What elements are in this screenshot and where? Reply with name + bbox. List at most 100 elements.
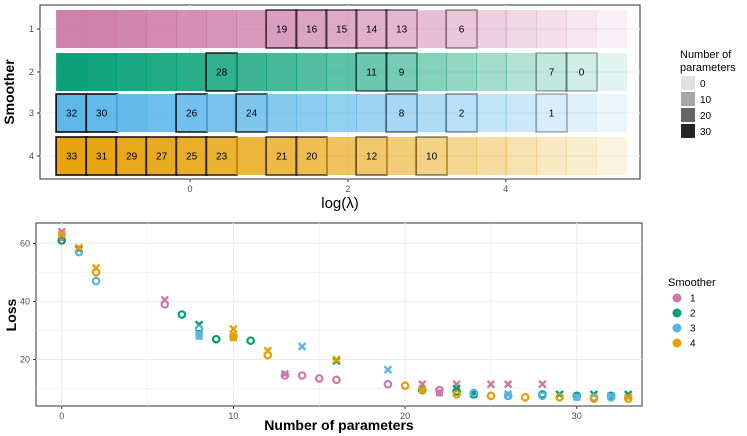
heatmap-cell-smoother-2-col-0 bbox=[56, 53, 88, 91]
point-cross-smoother-1 bbox=[538, 379, 547, 389]
heatmap-cell-smoother-2-col-7 bbox=[266, 53, 298, 91]
lambda-heatmap-panel: 19 16 15 14 13 628 11 9 7 032 30 26 24 8 2 133 31 29 27 25 2… bbox=[1, 4, 736, 212]
heatmap-cell-smoother-1-col-2 bbox=[116, 10, 148, 48]
heatmap-cell-smoother-2-col-17 bbox=[565, 52, 598, 92]
bottom-panel-background bbox=[35, 222, 643, 407]
cell-label: 2 bbox=[459, 109, 465, 120]
heatmap-cell-smoother-1-col-5 bbox=[206, 10, 238, 48]
smoother-legend-label: 2 bbox=[690, 309, 696, 320]
legend-label: 10 bbox=[700, 95, 712, 106]
heatmap-cell-smoother-4-col-8 bbox=[295, 136, 328, 176]
heatmap-cell-smoother-4-col-13 bbox=[446, 137, 478, 175]
point-circle-smoother-4 bbox=[229, 331, 238, 341]
point-square-smoother-2 bbox=[470, 390, 478, 398]
heatmap-cell-smoother-4-col-16 bbox=[536, 137, 568, 175]
cell-label: 24 bbox=[246, 109, 258, 120]
heatmap-cell-smoother-1-col-11 bbox=[385, 9, 418, 49]
heatmap-cell-smoother-3-col-13 bbox=[445, 93, 478, 133]
smoother-legend-label: 4 bbox=[690, 339, 696, 350]
cell-label: 20 bbox=[306, 152, 318, 163]
heatmap-cell-smoother-3-col-12 bbox=[416, 94, 448, 132]
point-circle-smoother-4 bbox=[452, 390, 461, 399]
heatmap-cell-smoother-1-col-4 bbox=[176, 10, 208, 48]
heatmap-cell-smoother-1-col-15 bbox=[506, 10, 538, 48]
heatmap-cells: 19 16 15 14 13 628 11 9 7 032 30 26 24 8 2 133 31 29 27 25 2… bbox=[55, 9, 628, 176]
bottom-y-tick-label: 60 bbox=[20, 238, 30, 248]
heatmap-cell-smoother-2-col-6 bbox=[236, 53, 268, 91]
point-cross-smoother-1-stroke-b bbox=[503, 379, 513, 389]
cell-label: 23 bbox=[216, 152, 228, 163]
point-cross-smoother-4 bbox=[624, 393, 633, 402]
cell-label: 13 bbox=[396, 25, 408, 36]
heatmap-cell-smoother-1-col-1 bbox=[86, 10, 118, 48]
point-circle-smoother-2 bbox=[246, 336, 255, 345]
heatmap-cell-smoother-1-col-3 bbox=[146, 10, 178, 48]
smoother-legend-key-4 bbox=[672, 338, 682, 348]
point-square-smoother-3 bbox=[573, 393, 581, 401]
heatmap-cell-smoother-2-col-14 bbox=[476, 53, 508, 91]
heatmap-cell-smoother-2-col-4 bbox=[176, 53, 208, 91]
heatmap-cell-smoother-2-col-18 bbox=[596, 53, 628, 91]
point-cross-smoother-4 bbox=[229, 324, 238, 334]
bottom-x-tick-label: 10 bbox=[228, 411, 238, 421]
heatmap-cell-smoother-3-col-16 bbox=[535, 93, 568, 133]
point-cross-smoother-4 bbox=[263, 346, 273, 356]
heatmap-cell-smoother-2-col-12 bbox=[416, 53, 448, 91]
bottom-x-ticks: 0 10 20 30 bbox=[59, 406, 582, 421]
heatmap-cell-smoother-3-col-10 bbox=[356, 94, 388, 132]
cell-label: 26 bbox=[186, 109, 198, 120]
heatmap-cell-smoother-3-col-11 bbox=[385, 93, 418, 133]
heatmap-cell-smoother-3-col-3 bbox=[146, 94, 178, 132]
heatmap-cell-smoother-4-col-10 bbox=[355, 136, 388, 176]
point-cross-smoother-3 bbox=[503, 390, 513, 399]
point-cross-smoother-3-stroke-b bbox=[383, 365, 393, 374]
heatmap-cell-smoother-4-col-4 bbox=[175, 136, 208, 176]
top-x-ticks: 0 2 4 bbox=[187, 179, 508, 194]
smoother-legend: Smoother 1 2 3 4 bbox=[668, 277, 716, 350]
point-cross-smoother-4 bbox=[91, 263, 101, 273]
point-circle-smoother-1 bbox=[297, 371, 307, 380]
legend-title-line2: parameters bbox=[680, 62, 736, 74]
top-y-tick-label: 2 bbox=[29, 67, 34, 77]
smoother-legend-label: 1 bbox=[690, 294, 696, 305]
heatmap-cell-smoother-1-col-18 bbox=[596, 10, 628, 48]
point-cross-smoother-4-stroke-b bbox=[332, 355, 341, 364]
heatmap-cell-smoother-4-col-14 bbox=[476, 137, 508, 175]
top-y-tick-label: 1 bbox=[29, 24, 34, 34]
heatmap-cell-smoother-1-col-13 bbox=[445, 9, 478, 49]
point-cross-smoother-3-stroke-b bbox=[503, 390, 513, 399]
point-circle-smoother-3 bbox=[194, 324, 204, 334]
heatmap-cell-smoother-2-col-16 bbox=[535, 52, 568, 92]
point-cross-smoother-3 bbox=[383, 365, 393, 374]
point-circle-smoother-2 bbox=[57, 236, 67, 245]
bottom-y-tick-label: 20 bbox=[20, 355, 30, 365]
legend-title-line1: Number of bbox=[680, 49, 732, 61]
point-circle-smoother-4 bbox=[555, 392, 564, 402]
cell-label: 10 bbox=[426, 152, 438, 163]
heatmap-cell-smoother-3-col-1 bbox=[85, 93, 118, 133]
bottom-y-tick-label: 40 bbox=[20, 296, 30, 306]
heatmap-cell-smoother-1-col-6 bbox=[236, 10, 268, 48]
point-circle-smoother-3 bbox=[538, 391, 547, 401]
smoother-legend-title: Smoother bbox=[668, 277, 716, 289]
heatmap-cell-smoother-3-col-17 bbox=[566, 94, 598, 132]
heatmap-cell-smoother-1-col-7 bbox=[265, 9, 298, 49]
heatmap-cell-smoother-3-col-6 bbox=[235, 93, 268, 133]
heatmap-cell-smoother-1-col-12 bbox=[416, 10, 448, 48]
heatmap-cell-smoother-4-col-9 bbox=[326, 137, 358, 175]
heatmap-cell-smoother-2-col-15 bbox=[506, 53, 538, 91]
point-circle-smoother-1 bbox=[435, 385, 444, 395]
heatmap-cell-smoother-4-col-15 bbox=[506, 137, 538, 175]
point-cross-smoother-1-stroke-b bbox=[280, 369, 290, 379]
point-circle-smoother-3 bbox=[91, 276, 101, 286]
cell-label: 9 bbox=[399, 68, 405, 79]
bottom-x-tick-label: 0 bbox=[59, 411, 64, 421]
point-cross-smoother-3 bbox=[606, 391, 616, 401]
heatmap-cell-smoother-3-col-7 bbox=[266, 94, 298, 132]
heatmap-cell-smoother-4-col-18 bbox=[596, 137, 628, 175]
legend-label: 20 bbox=[700, 111, 712, 122]
heatmap-cell-smoother-1-col-8 bbox=[295, 9, 328, 49]
smoother-legend-key-2 bbox=[672, 308, 682, 318]
point-cross-smoother-4-stroke-b bbox=[229, 324, 238, 334]
cell-label: 8 bbox=[399, 109, 405, 120]
